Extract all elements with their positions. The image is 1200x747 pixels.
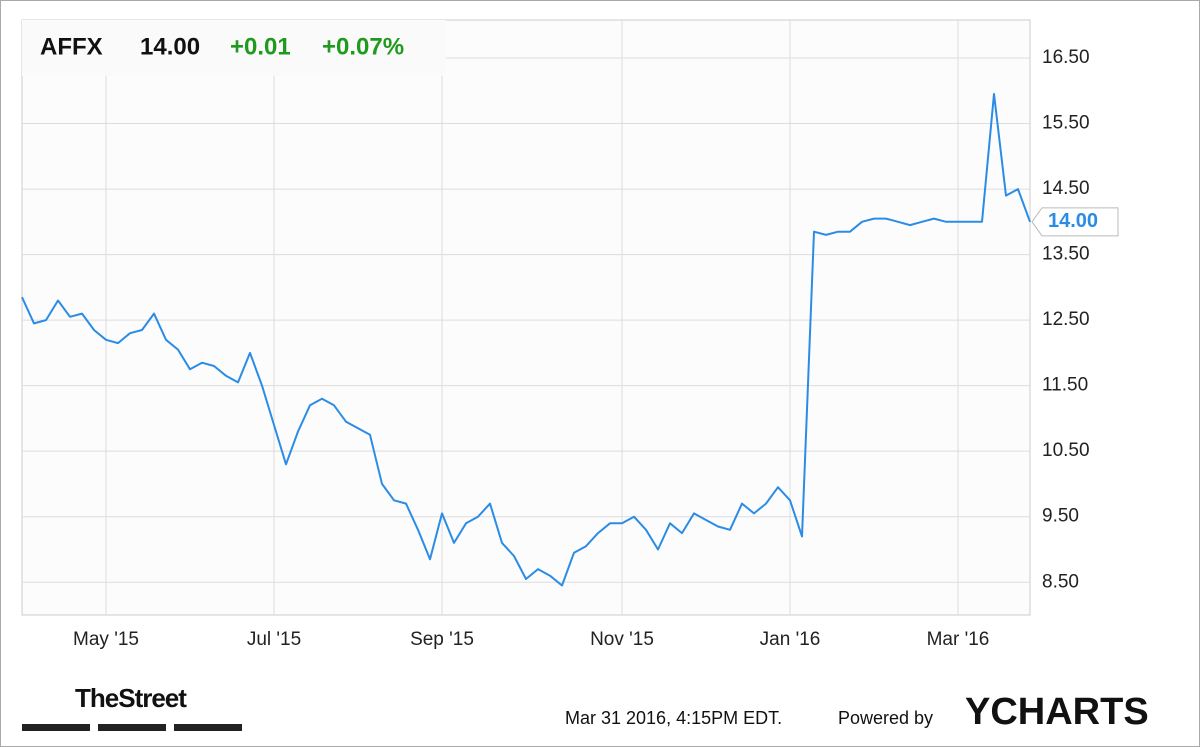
- x-tick-label: Jul '15: [247, 629, 301, 650]
- x-tick-label: Nov '15: [590, 629, 654, 650]
- y-tick-label: 10.50: [1042, 440, 1090, 461]
- logo-bar: [22, 724, 90, 731]
- brand-logo: YCHARTS: [965, 691, 1149, 733]
- last-price-pointer: [1031, 207, 1119, 237]
- y-tick-label: 13.50: [1042, 244, 1090, 265]
- source-logo: TheStreet: [75, 683, 187, 713]
- series-layer: [21, 93, 1031, 587]
- y-tick-label: 14.50: [1042, 178, 1090, 199]
- x-tick-label: Sep '15: [410, 629, 474, 650]
- price-line: [21, 93, 1031, 587]
- y-tick-label: 15.50: [1042, 113, 1090, 134]
- change-pct: +0.07%: [322, 33, 404, 60]
- timestamp: Mar 31 2016, 4:15PM EDT.: [565, 708, 782, 728]
- logo-bar: [98, 724, 166, 731]
- last-price-label: 14.00: [1048, 210, 1098, 232]
- plot-area: [21, 19, 1031, 616]
- y-tick-label: 12.50: [1042, 309, 1090, 330]
- x-tick-label: Mar '16: [927, 629, 990, 650]
- ticker: AFFX: [40, 33, 103, 60]
- powered-by: Powered by: [838, 708, 933, 728]
- x-tick-label: Jan '16: [760, 629, 821, 650]
- price: 14.00: [140, 33, 200, 60]
- y-tick-label: 9.50: [1042, 506, 1079, 527]
- header-box: [22, 20, 446, 76]
- y-tick-label: 16.50: [1042, 47, 1090, 68]
- change: +0.01: [230, 33, 291, 60]
- y-tick-label: 8.50: [1042, 571, 1079, 592]
- x-tick-label: May '15: [73, 629, 139, 650]
- y-tick-label: 11.50: [1042, 375, 1088, 396]
- logo-bar: [174, 724, 242, 731]
